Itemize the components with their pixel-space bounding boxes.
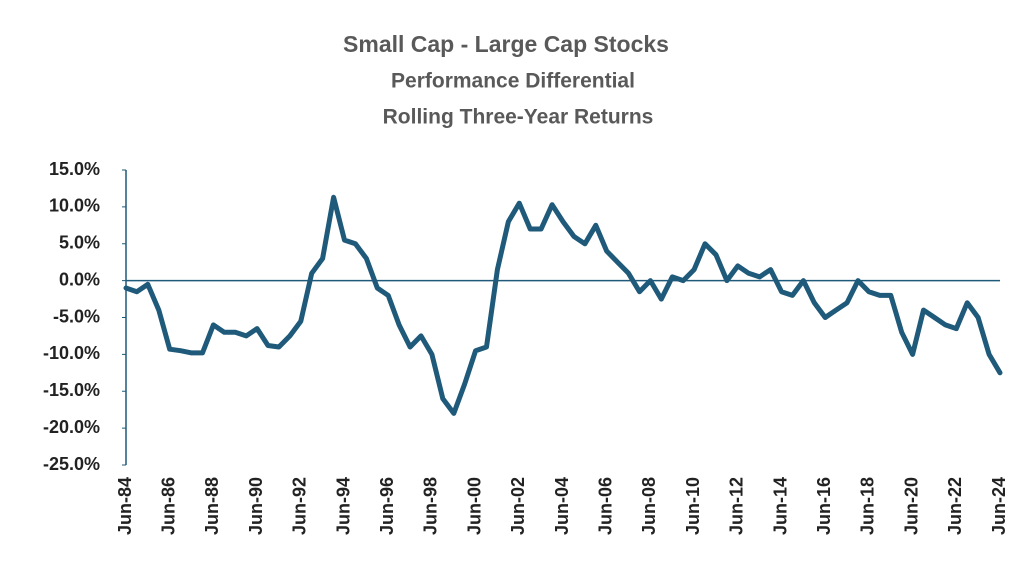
y-tick-label: -20.0%	[43, 417, 100, 437]
x-tick-label: Jun-98	[421, 477, 441, 535]
x-tick-label: Jun-04	[552, 477, 572, 535]
y-tick-label: -25.0%	[43, 454, 100, 474]
y-tick-label: 0.0%	[59, 269, 100, 289]
y-tick-label: 15.0%	[49, 159, 100, 179]
y-tick-label: 10.0%	[49, 196, 100, 216]
x-tick-label: Jun-02	[508, 477, 528, 535]
x-tick-label: Jun-00	[464, 477, 484, 535]
y-tick-label: -10.0%	[43, 343, 100, 363]
x-tick-label: Jun-92	[290, 477, 310, 535]
chart-subtitle: Rolling Three-Year Returns	[383, 106, 654, 129]
x-tick-label: Jun-12	[727, 477, 747, 535]
x-tick-label: Jun-08	[639, 477, 659, 535]
x-tick-label: Jun-88	[202, 477, 222, 535]
chart-subtitle: Performance Differential	[391, 70, 635, 93]
x-tick-label: Jun-14	[770, 477, 790, 535]
x-tick-label: Jun-84	[115, 477, 135, 535]
x-tick-label: Jun-18	[858, 477, 878, 535]
x-tick-label: Jun-10	[683, 477, 703, 535]
x-tick-label: Jun-06	[595, 477, 615, 535]
x-tick-label: Jun-90	[246, 477, 266, 535]
x-tick-label: Jun-86	[158, 477, 178, 535]
x-tick-label: Jun-16	[814, 477, 834, 535]
x-tick-label: Jun-94	[333, 477, 353, 535]
series-line	[123, 194, 1003, 416]
x-tick-label: Jun-96	[377, 477, 397, 535]
x-tick-label: Jun-22	[945, 477, 965, 535]
x-tick-label: Jun-24	[989, 477, 1009, 535]
y-tick-label: -15.0%	[43, 380, 100, 400]
y-tick-label: -5.0%	[53, 306, 100, 326]
x-tick-label: Jun-20	[901, 477, 921, 535]
y-tick-label: 5.0%	[59, 233, 100, 253]
chart-title: Small Cap - Large Cap Stocks	[343, 31, 669, 57]
